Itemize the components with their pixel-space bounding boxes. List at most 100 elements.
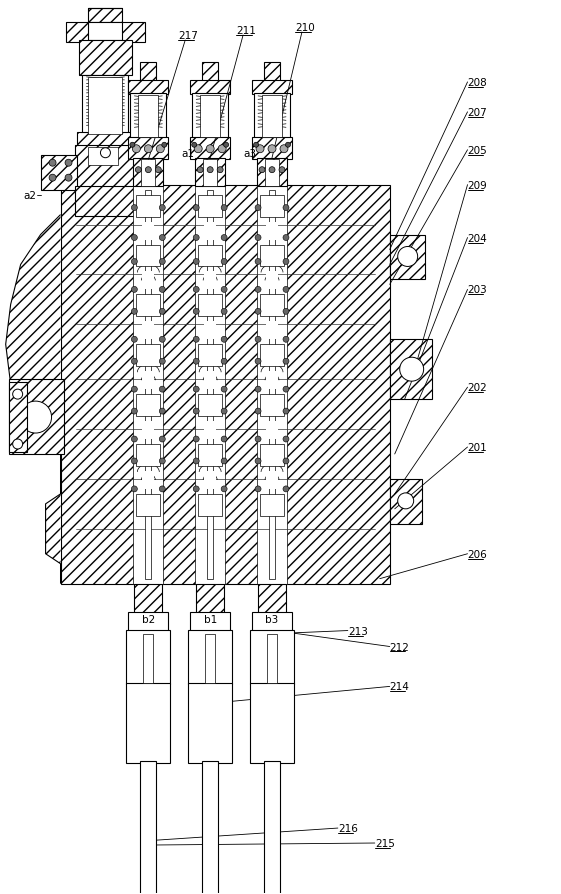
Bar (136, 444, 160, 467)
Bar (128, 611, 168, 632)
Bar (262, 96, 282, 138)
Bar (144, 634, 153, 684)
Circle shape (221, 287, 227, 293)
Bar (135, 584, 162, 614)
Circle shape (283, 436, 289, 443)
Bar (140, 63, 157, 83)
Circle shape (132, 146, 140, 154)
Circle shape (283, 259, 289, 266)
Bar (264, 63, 280, 83)
Circle shape (193, 309, 199, 315)
Circle shape (194, 146, 202, 154)
Bar (260, 345, 284, 367)
Text: 214: 214 (390, 681, 410, 692)
Bar (257, 185, 287, 584)
Text: 210: 210 (295, 23, 315, 33)
Bar (89, 9, 122, 24)
Circle shape (131, 259, 137, 266)
Circle shape (193, 235, 199, 241)
Bar (8, 380, 63, 454)
Bar (390, 235, 425, 280)
Circle shape (255, 206, 261, 211)
Bar (266, 322, 278, 340)
Text: 201: 201 (467, 443, 488, 452)
Text: a3: a3 (243, 148, 256, 158)
Bar (266, 422, 278, 440)
Circle shape (221, 259, 227, 266)
Polygon shape (6, 215, 61, 584)
Circle shape (255, 486, 261, 493)
Bar (66, 23, 145, 43)
Bar (142, 422, 154, 440)
Bar (128, 138, 168, 159)
Circle shape (155, 167, 162, 173)
Bar (61, 185, 390, 584)
Circle shape (193, 436, 199, 443)
Circle shape (221, 337, 227, 343)
Circle shape (398, 248, 417, 267)
Bar (257, 158, 287, 187)
Circle shape (100, 148, 111, 158)
Bar (134, 158, 163, 187)
Bar (89, 78, 122, 135)
Circle shape (221, 409, 227, 415)
Bar (198, 245, 222, 267)
Bar (128, 80, 168, 95)
Bar (266, 272, 278, 290)
Bar (204, 272, 216, 290)
Bar (76, 132, 135, 147)
Bar (390, 479, 422, 524)
Text: a1: a1 (182, 148, 195, 158)
Circle shape (221, 358, 227, 365)
Bar (267, 634, 277, 684)
Circle shape (13, 440, 22, 450)
Text: 205: 205 (467, 146, 488, 156)
Circle shape (131, 235, 137, 241)
Bar (136, 196, 160, 217)
Circle shape (255, 337, 261, 343)
Bar (260, 494, 284, 516)
Circle shape (131, 206, 137, 211)
Bar (202, 63, 218, 83)
Text: 209: 209 (467, 181, 488, 190)
Circle shape (159, 287, 165, 293)
Bar (198, 196, 222, 217)
Text: b2: b2 (142, 614, 155, 624)
Circle shape (157, 146, 164, 154)
Bar (142, 223, 154, 240)
Bar (126, 684, 171, 763)
Bar (188, 684, 232, 763)
Bar (260, 444, 284, 467)
Bar (252, 611, 292, 632)
Circle shape (130, 143, 135, 148)
Bar (207, 763, 213, 894)
Text: 217: 217 (178, 31, 198, 41)
Circle shape (255, 309, 261, 315)
Circle shape (49, 160, 56, 167)
Bar (139, 96, 158, 138)
Bar (269, 763, 275, 894)
Bar (195, 158, 225, 187)
Bar (198, 295, 222, 317)
Circle shape (283, 459, 289, 465)
Bar (136, 494, 160, 516)
Text: 211: 211 (236, 26, 256, 36)
Bar (142, 372, 154, 390)
Circle shape (280, 146, 288, 154)
Circle shape (221, 309, 227, 315)
Bar (254, 94, 290, 139)
Circle shape (49, 175, 56, 182)
Circle shape (131, 436, 137, 443)
Bar (89, 23, 122, 41)
Circle shape (255, 358, 261, 365)
Circle shape (131, 337, 137, 343)
Circle shape (159, 235, 165, 241)
Circle shape (283, 486, 289, 493)
Bar (192, 94, 228, 139)
Circle shape (255, 436, 261, 443)
Bar (198, 345, 222, 367)
Bar (204, 422, 216, 440)
Circle shape (221, 486, 227, 493)
Bar (198, 394, 222, 417)
Bar (266, 471, 278, 489)
